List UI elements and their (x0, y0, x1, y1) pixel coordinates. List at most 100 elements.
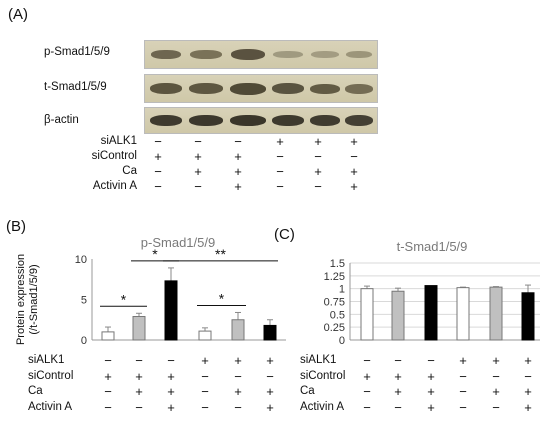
y-tick-label: 1.25 (324, 271, 345, 283)
table-c-row-label: siControl (300, 369, 346, 382)
panel-c-label: (C) (274, 226, 295, 243)
table-b-sign: + (167, 368, 175, 384)
table-b-sign: − (167, 353, 175, 368)
bar (391, 290, 405, 341)
bar (132, 316, 146, 341)
table-a-sign: + (234, 149, 242, 164)
table-b-sign: + (266, 399, 274, 415)
bar (489, 286, 503, 341)
significance-mark: * (152, 246, 158, 262)
table-a-row-label: Activin A (92, 180, 137, 192)
table-b-sign: − (104, 353, 112, 368)
table-c-sign: − (363, 399, 371, 415)
table-a-sign: + (276, 134, 284, 149)
table-b-sign: + (135, 384, 143, 399)
significance-mark: * (219, 290, 225, 306)
bar (456, 287, 470, 341)
bar (263, 324, 277, 341)
table-a-sign: − (276, 179, 284, 194)
table-a-sign: − (154, 179, 162, 194)
table-a-sign: − (194, 179, 202, 194)
table-c-sign: + (427, 399, 435, 415)
table-a-sign: + (350, 179, 358, 194)
y-tick-label: 0.25 (324, 322, 345, 334)
table-c-row-label: Ca (300, 385, 315, 397)
chart-title: t-Smad1/5/9 (397, 239, 468, 254)
table-c-sign: + (492, 384, 500, 399)
significance-mark: * (121, 291, 127, 307)
bar (164, 280, 178, 341)
table-c-sign: + (524, 384, 532, 399)
table-a-sign: + (350, 134, 358, 149)
blot-label-psmad: p-Smad1/5/9 (44, 46, 110, 58)
chart-title: p-Smad1/5/9 (141, 235, 215, 250)
bar (231, 319, 245, 341)
bar (424, 285, 438, 341)
table-b-sign: − (104, 384, 112, 399)
y-tick-label: 5 (81, 295, 87, 307)
y-tick-label: 0.5 (330, 309, 345, 321)
y-tick-label: 0.75 (324, 297, 345, 309)
table-c-sign: − (394, 399, 402, 415)
table-c-sign: − (459, 399, 467, 415)
table-c-sign: − (459, 368, 467, 384)
table-c-row-label: siALK1 (300, 354, 337, 366)
table-c-sign: − (427, 353, 435, 368)
table-c-sign: + (394, 384, 402, 399)
table-a-sign: − (314, 179, 322, 194)
chart-b: 0 5 10 p-Smad1/5/9 Protein expression (/t-Sma… (15, 235, 286, 347)
y-tick-label: 0 (339, 335, 345, 347)
table-a-sign: − (154, 134, 162, 149)
table-c-sign: + (524, 353, 532, 368)
table-b-sign: − (266, 368, 274, 384)
table-a-sign: + (350, 164, 358, 179)
table-b-sign: + (167, 399, 175, 415)
table-b-sign: − (135, 353, 143, 368)
table-b-sign: + (201, 353, 209, 368)
table-a-sign: − (314, 149, 322, 164)
table-b-sign: − (104, 399, 112, 415)
table-a-sign: − (194, 134, 202, 149)
table-b-sign: + (167, 384, 175, 399)
table-b-sign: − (234, 399, 242, 415)
blot-label-actin: β-actin (44, 114, 79, 126)
table-c-sign: − (363, 353, 371, 368)
blot-psmad (144, 40, 378, 69)
significance-mark: ** (215, 246, 226, 262)
table-b-row-label: Activin A (28, 400, 73, 413)
table-b-sign: + (266, 353, 274, 368)
table-c-sign: + (427, 368, 435, 384)
table-a-row-label: Ca (122, 165, 137, 177)
y-tick-label: 0 (81, 335, 87, 347)
table-a-sign: − (350, 149, 358, 164)
table-a-row-label: siALK1 (100, 135, 137, 147)
table-c-sign: − (492, 368, 500, 384)
y-tick-label: 1.5 (330, 258, 345, 270)
table-a-sign: − (276, 164, 284, 179)
bar (521, 292, 535, 341)
table-a-sign: + (234, 164, 242, 179)
table-c-sign: − (459, 384, 467, 399)
table-c-sign: + (427, 384, 435, 399)
blot-tsmad (144, 74, 378, 103)
bar (101, 331, 115, 341)
table-a-sign: − (154, 164, 162, 179)
blot-label-tsmad: t-Smad1/5/9 (44, 81, 107, 93)
panel-a-label: (A) (8, 6, 28, 23)
blot-actin (144, 107, 378, 134)
table-a-sign: − (234, 134, 242, 149)
table-c-sign: + (363, 368, 371, 384)
table-b-sign: − (201, 399, 209, 415)
y-tick-label: 10 (75, 254, 87, 266)
table-b-row-label: siALK1 (28, 354, 65, 366)
bar (198, 330, 212, 341)
table-c-row-label: Activin A (300, 400, 345, 413)
table-c-sign: − (492, 399, 500, 415)
table-a-sign: + (314, 164, 322, 179)
y-tick-label: 1 (339, 284, 345, 296)
table-b-sign: + (234, 353, 242, 368)
table-b-sign: + (266, 384, 274, 399)
table-c-sign: + (492, 353, 500, 368)
